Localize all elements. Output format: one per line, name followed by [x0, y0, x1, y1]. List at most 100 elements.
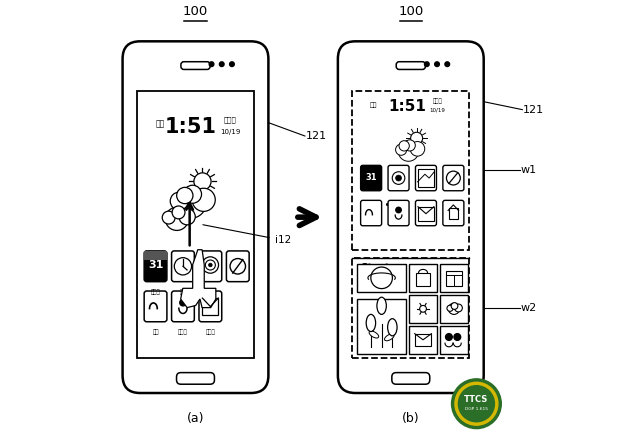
Bar — [409, 264, 437, 292]
Text: 메시지: 메시지 — [205, 329, 215, 335]
Bar — [416, 273, 430, 286]
FancyBboxPatch shape — [338, 41, 484, 393]
Circle shape — [454, 304, 463, 312]
Text: TTCS: TTCS — [464, 395, 489, 404]
Text: 1:51: 1:51 — [388, 99, 426, 114]
Text: 1:51: 1:51 — [165, 116, 217, 137]
Circle shape — [174, 258, 192, 275]
Bar — [409, 326, 437, 354]
FancyBboxPatch shape — [392, 373, 430, 384]
Text: Start: Start — [361, 263, 391, 273]
FancyBboxPatch shape — [388, 200, 409, 226]
Text: 121: 121 — [306, 131, 327, 141]
Text: 오후: 오후 — [156, 120, 165, 129]
Ellipse shape — [369, 331, 379, 338]
Text: w1: w1 — [521, 165, 537, 175]
Circle shape — [410, 142, 425, 156]
Circle shape — [219, 62, 224, 67]
Circle shape — [448, 303, 459, 314]
Circle shape — [410, 132, 423, 144]
Ellipse shape — [384, 334, 394, 341]
Circle shape — [371, 267, 392, 289]
Text: 연락처: 연락처 — [178, 329, 188, 335]
Bar — [137, 90, 254, 358]
Circle shape — [396, 175, 402, 181]
Circle shape — [162, 211, 175, 224]
Circle shape — [194, 173, 211, 190]
FancyBboxPatch shape — [361, 200, 382, 226]
FancyBboxPatch shape — [144, 291, 167, 322]
Bar — [440, 295, 468, 323]
Text: 31: 31 — [148, 260, 163, 270]
FancyBboxPatch shape — [396, 62, 425, 69]
Circle shape — [404, 140, 415, 151]
FancyBboxPatch shape — [449, 208, 458, 220]
Circle shape — [179, 209, 195, 225]
Circle shape — [399, 141, 409, 151]
Bar — [440, 326, 468, 354]
Text: 100: 100 — [398, 5, 423, 18]
FancyBboxPatch shape — [177, 373, 215, 384]
Circle shape — [209, 62, 214, 67]
Bar — [357, 299, 406, 354]
Bar — [409, 295, 437, 323]
FancyBboxPatch shape — [199, 291, 222, 322]
Circle shape — [445, 62, 450, 67]
Circle shape — [435, 62, 440, 67]
FancyBboxPatch shape — [361, 165, 382, 191]
FancyBboxPatch shape — [172, 291, 194, 322]
Circle shape — [180, 300, 186, 306]
Circle shape — [172, 206, 185, 219]
FancyBboxPatch shape — [226, 251, 249, 281]
Circle shape — [446, 334, 452, 340]
Text: (a): (a) — [187, 412, 204, 425]
Circle shape — [451, 379, 502, 429]
Circle shape — [166, 207, 188, 230]
Bar — [202, 298, 218, 315]
Circle shape — [425, 62, 429, 67]
Bar — [440, 264, 468, 292]
Bar — [418, 207, 434, 221]
Text: DGP 1.615: DGP 1.615 — [465, 407, 488, 411]
FancyBboxPatch shape — [352, 90, 469, 249]
Ellipse shape — [377, 297, 386, 314]
FancyBboxPatch shape — [181, 62, 210, 69]
Text: 화요일: 화요일 — [433, 99, 443, 104]
Circle shape — [230, 259, 246, 274]
FancyBboxPatch shape — [144, 251, 167, 281]
Circle shape — [398, 141, 419, 161]
FancyBboxPatch shape — [388, 165, 409, 191]
FancyBboxPatch shape — [123, 41, 268, 393]
FancyBboxPatch shape — [352, 258, 469, 358]
Text: w2: w2 — [521, 303, 538, 313]
Circle shape — [202, 257, 218, 273]
Circle shape — [170, 192, 188, 210]
Bar — [415, 333, 432, 346]
Circle shape — [446, 171, 460, 185]
Circle shape — [192, 188, 215, 211]
Circle shape — [458, 386, 494, 422]
Text: 캘린더: 캘린더 — [151, 289, 161, 294]
Text: 오후: 오후 — [370, 102, 377, 108]
Bar — [144, 251, 167, 259]
Text: 31: 31 — [365, 173, 377, 182]
Circle shape — [420, 305, 427, 312]
Text: 시계: 시계 — [180, 289, 186, 294]
Text: 카메라: 카메라 — [205, 289, 215, 294]
Circle shape — [177, 187, 193, 204]
Circle shape — [392, 172, 405, 184]
Text: 121: 121 — [523, 105, 544, 115]
Ellipse shape — [366, 314, 376, 332]
Circle shape — [451, 303, 458, 309]
Circle shape — [447, 305, 453, 311]
Ellipse shape — [388, 319, 397, 336]
FancyBboxPatch shape — [415, 165, 436, 191]
Circle shape — [205, 260, 215, 270]
Polygon shape — [180, 250, 216, 307]
Text: i12: i12 — [203, 225, 291, 245]
Circle shape — [396, 207, 401, 213]
FancyBboxPatch shape — [172, 251, 194, 281]
Text: 10/19: 10/19 — [430, 107, 446, 112]
Text: 100: 100 — [183, 5, 208, 18]
Circle shape — [175, 187, 206, 218]
